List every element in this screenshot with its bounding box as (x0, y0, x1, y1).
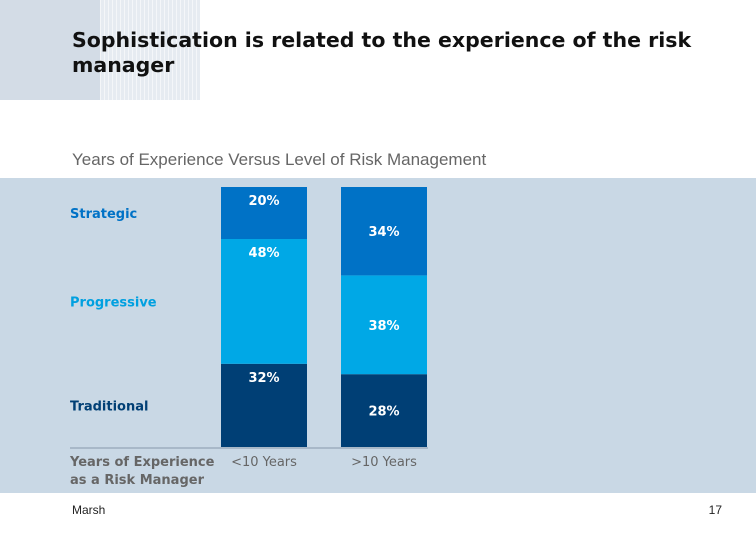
data-label-traditional-2: 28% (368, 405, 399, 420)
page-number: 17 (708, 503, 722, 517)
bar-segment-traditional-2 (341, 374, 427, 447)
footer-company: Marsh (72, 503, 106, 517)
series-label-traditional: Traditional (70, 399, 148, 414)
slide-title: Sophistication is related to the experie… (72, 28, 692, 77)
x-tick-label-1: <10 Years (231, 455, 297, 470)
series-label-strategic: Strategic (70, 207, 137, 222)
x-tick-label-2: >10 Years (351, 455, 417, 470)
bar-segment-strategic-1 (221, 187, 307, 239)
x-axis-label: Years of Experience (69, 455, 215, 470)
data-label-traditional-1: 32% (248, 371, 279, 386)
x-axis-label-line2: as a Risk Manager (70, 473, 205, 488)
data-label-strategic-1: 20% (248, 194, 279, 209)
bar-segment-strategic-2 (341, 187, 427, 276)
data-label-progressive-2: 38% (368, 319, 399, 334)
decorative-block (0, 0, 100, 100)
data-label-progressive-1: 48% (248, 246, 279, 261)
bar-segment-progressive-1 (221, 239, 307, 364)
bar-segment-progressive-2 (341, 275, 427, 375)
series-label-progressive: Progressive (70, 295, 157, 310)
stacked-bar-chart: Traditional Progressive Strategic 32% 48% 20… (69, 187, 428, 488)
bar-segment-traditional-1 (221, 363, 307, 447)
chart-title: Years of Experience Versus Level of Risk… (72, 150, 487, 169)
data-label-strategic-2: 34% (368, 225, 399, 240)
